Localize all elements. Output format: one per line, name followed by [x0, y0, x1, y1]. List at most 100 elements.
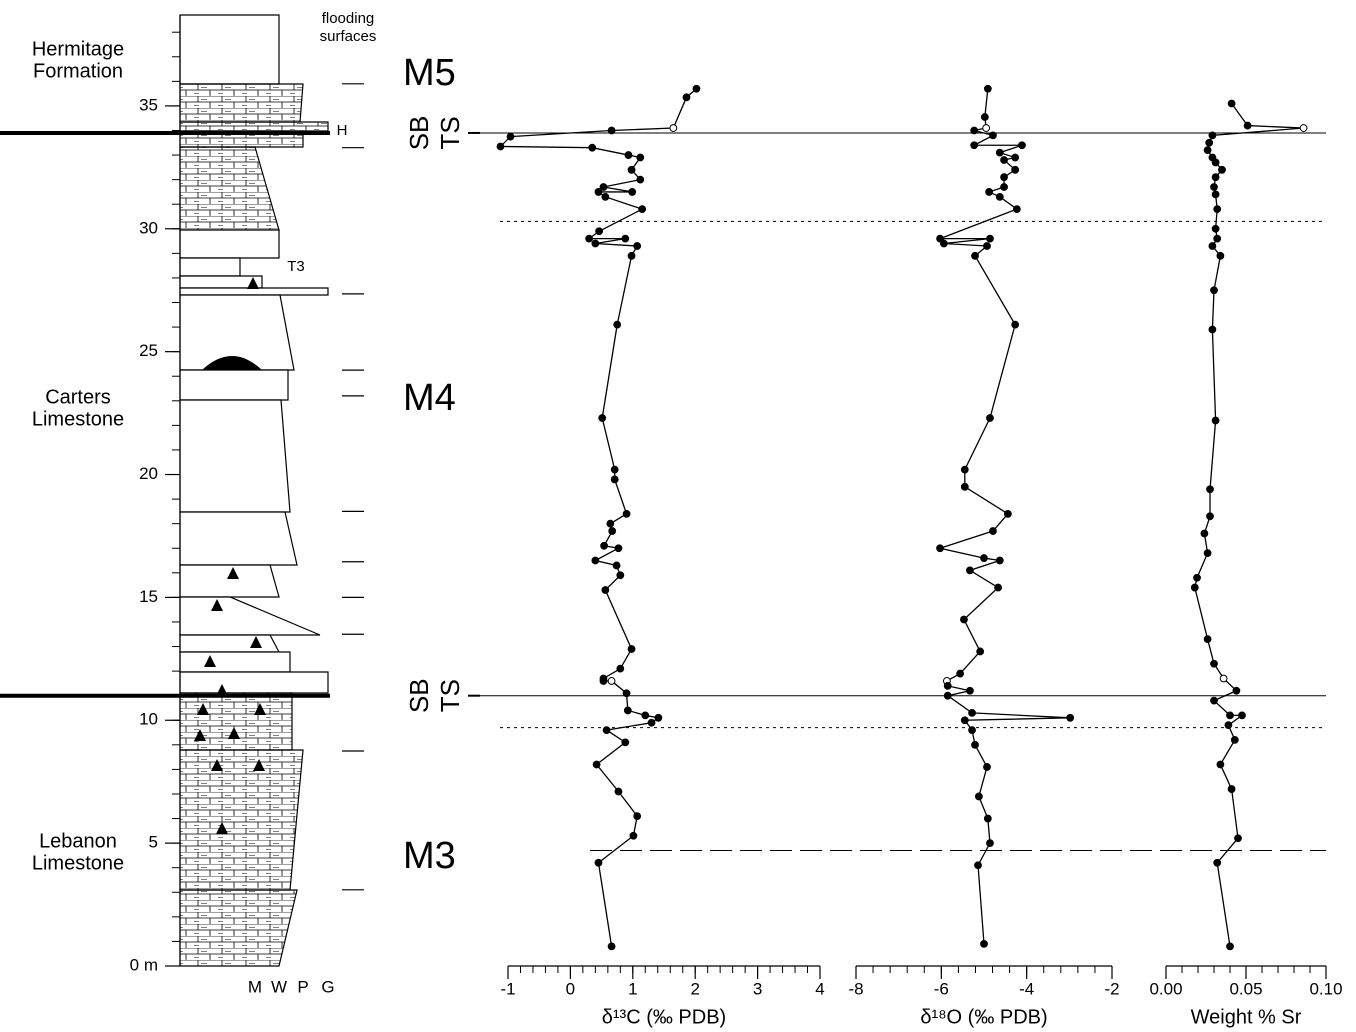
boundary-label: TS [435, 116, 465, 149]
data-point [595, 189, 602, 196]
data-point [940, 240, 947, 247]
data-point [957, 670, 964, 677]
data-point [1228, 100, 1235, 107]
y-tick-label: 20 [139, 464, 158, 483]
data-point [609, 528, 616, 535]
data-point [1209, 132, 1216, 139]
data-point [586, 235, 593, 242]
data-point [969, 709, 976, 716]
bed [180, 230, 279, 258]
data-point [1219, 166, 1226, 173]
bed [180, 370, 288, 400]
sequence-label: M4 [403, 377, 456, 419]
data-point [628, 252, 635, 259]
data-point [1206, 139, 1213, 146]
x-tick-label: -8 [848, 979, 863, 998]
data-point [1191, 584, 1198, 591]
y-tick-label: 25 [139, 341, 158, 360]
data-point [683, 94, 690, 101]
data-point [601, 542, 608, 549]
data-point [1227, 712, 1234, 719]
data-point [981, 114, 988, 121]
data-point [599, 415, 606, 422]
data-point [615, 545, 622, 552]
data-point [1212, 174, 1219, 181]
data-point [990, 132, 997, 139]
data-point [613, 562, 620, 569]
texture-label: W [271, 977, 287, 996]
bed [180, 597, 320, 635]
data-point [655, 714, 662, 721]
data-point [1212, 417, 1219, 424]
x-tick-label: 2 [690, 979, 699, 998]
data-point [624, 707, 631, 714]
data-point [1239, 712, 1246, 719]
bed [180, 512, 297, 565]
data-point [987, 235, 994, 242]
profile-line [501, 89, 697, 947]
flooding-label: surfaces [320, 28, 377, 45]
data-point [1001, 174, 1008, 181]
data-point [967, 567, 974, 574]
data-point [617, 572, 624, 579]
data-point [1012, 154, 1019, 161]
bed [180, 258, 240, 276]
data-point [1212, 225, 1219, 232]
data-point [984, 85, 991, 92]
data-point [1214, 235, 1221, 242]
data-point [614, 321, 621, 328]
data-point [1217, 252, 1224, 259]
data-point [608, 943, 615, 950]
data-point [615, 788, 622, 795]
data-point [507, 133, 514, 140]
data-point [981, 940, 988, 947]
data-point [1233, 687, 1240, 694]
data-point [1212, 191, 1219, 198]
data-point [972, 252, 979, 259]
data-point [1204, 636, 1211, 643]
data-point [996, 557, 1003, 564]
bed [180, 890, 297, 966]
data-point [592, 240, 599, 247]
data-point [1004, 510, 1011, 517]
data-point [969, 727, 976, 734]
formation-label: Carters [45, 386, 111, 408]
data-point [937, 545, 944, 552]
y-tick-label: 0 m [130, 955, 158, 974]
data-point [1214, 206, 1221, 213]
data-point [1212, 159, 1219, 166]
data-point [596, 228, 603, 235]
data-point [1300, 125, 1307, 132]
x-tick-label: -1 [500, 979, 515, 998]
x-tick-label: 4 [815, 979, 824, 998]
data-point [622, 739, 629, 746]
x-tick-label: 0 [566, 979, 575, 998]
data-point [972, 741, 979, 748]
data-point [608, 678, 615, 685]
data-point [1211, 184, 1218, 191]
data-point [1220, 675, 1227, 682]
data-point [611, 476, 618, 483]
data-point [987, 415, 994, 422]
data-point [996, 149, 1003, 156]
data-point [622, 235, 629, 242]
data-point [611, 466, 618, 473]
y-tick-label: 35 [139, 95, 158, 114]
data-point [1227, 943, 1234, 950]
sequence-label: M3 [403, 835, 456, 877]
texture-label: P [297, 977, 308, 996]
bed-label: H [337, 122, 348, 139]
bed [180, 652, 290, 672]
formation-label: Formation [33, 60, 123, 82]
data-point [625, 152, 632, 159]
data-point [975, 793, 982, 800]
data-point [629, 189, 636, 196]
boundary-label: SB [404, 678, 434, 713]
y-tick-label: 15 [139, 587, 158, 606]
data-point [1207, 486, 1214, 493]
data-point [977, 648, 984, 655]
data-point [1209, 243, 1216, 250]
data-point [630, 832, 637, 839]
bed [180, 400, 290, 512]
sequence-label: M5 [403, 52, 456, 94]
